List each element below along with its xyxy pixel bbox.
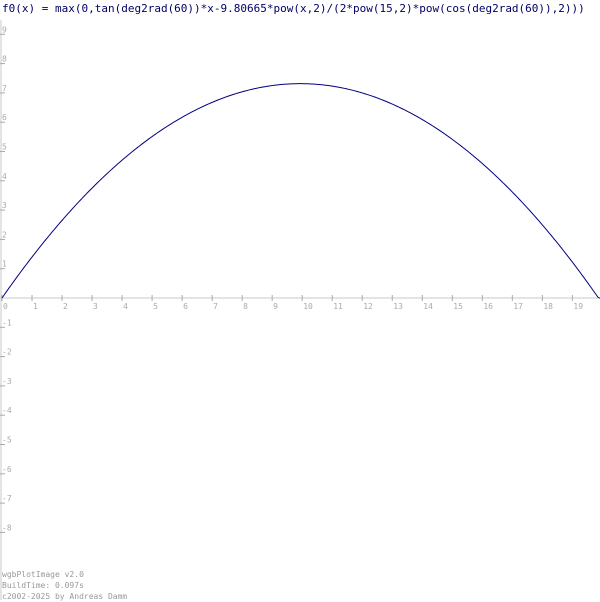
y-tick-label: -3 (2, 377, 12, 386)
x-tick-label: 10 (303, 302, 313, 311)
y-tick-label: 4 (2, 172, 7, 181)
x-tick-label: 4 (123, 302, 128, 311)
y-tick-label: 6 (2, 113, 7, 122)
series-line (1, 83, 600, 299)
footer-buildtime: BuildTime: 0.097s (2, 581, 84, 590)
x-tick-label: 16 (483, 302, 493, 311)
y-tick-label: 2 (2, 230, 7, 239)
x-tick-label: 0 (3, 302, 8, 311)
x-tick-label: 14 (423, 302, 433, 311)
y-tick-label: 5 (2, 143, 7, 152)
y-tick-label: -8 (2, 523, 12, 532)
y-tick-label: -7 (2, 494, 12, 503)
x-tick-label: 1 (33, 302, 38, 311)
x-tick-label: 2 (63, 302, 68, 311)
y-tick-label: -5 (2, 436, 12, 445)
plot-formula-title: f0(x) = max(0,tan(deg2rad(60))*x-9.80665… (2, 2, 585, 15)
y-tick-label: 9 (2, 25, 7, 34)
x-tick-label: 19 (573, 302, 583, 311)
x-tick-label: 17 (513, 302, 523, 311)
y-tick-label: 3 (2, 201, 7, 210)
x-tick-label: 13 (393, 302, 403, 311)
x-tick-label: 18 (543, 302, 553, 311)
x-tick-label: 6 (183, 302, 188, 311)
y-tick-label: -2 (2, 348, 12, 357)
x-tick-label: 8 (243, 302, 248, 311)
footer-credits: wgbPlotImage v2.0 BuildTime: 0.097s c200… (2, 569, 127, 602)
footer-version: wgbPlotImage v2.0 (2, 570, 84, 579)
y-tick-label: 1 (2, 260, 7, 269)
y-tick-label: 8 (2, 55, 7, 64)
y-tick-label: 7 (2, 84, 7, 93)
x-tick-label: 12 (363, 302, 373, 311)
x-ticks: 0 1 2 3 4 5 6 7 8 9 10 11 12 13 14 15 16 17 18 19 (1, 295, 583, 311)
x-tick-label: 11 (333, 302, 343, 311)
y-ticks: 9 8 7 6 5 4 3 2 1 -1 -2 -3 -4 -5 -6 -7 -8 (0, 25, 12, 533)
x-tick-label: 15 (453, 302, 463, 311)
y-tick-label: -4 (2, 406, 12, 415)
x-tick-label: 5 (153, 302, 158, 311)
footer-copyright: c2002-2025 by Andreas Damm (2, 592, 128, 601)
x-tick-label: 7 (213, 302, 218, 311)
x-tick-label: 3 (93, 302, 98, 311)
y-tick-label: -6 (2, 465, 12, 474)
y-tick-label: -1 (2, 318, 12, 327)
x-tick-label: 9 (273, 302, 278, 311)
